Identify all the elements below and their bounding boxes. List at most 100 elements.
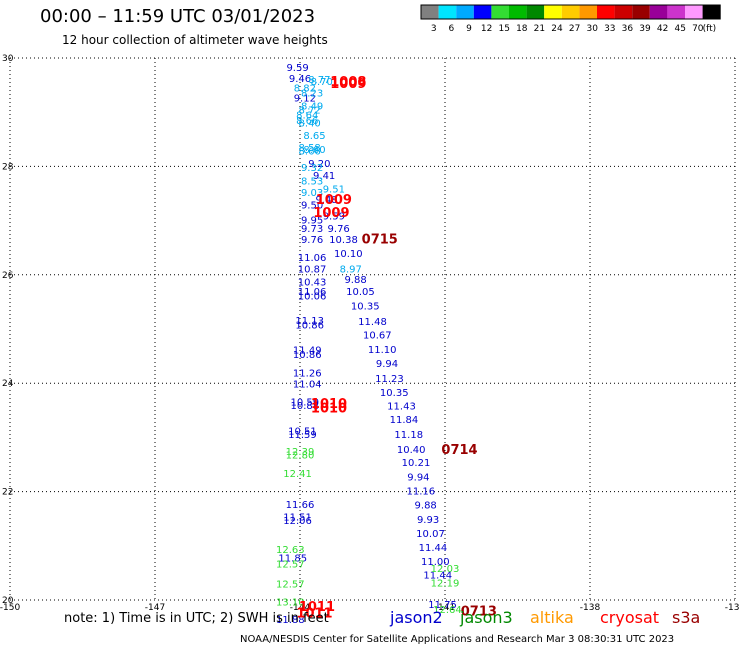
y-tick-label: 30 [2,54,14,64]
color-scale-label: 12 [481,24,492,34]
wave-height-label: 9.73 [301,224,323,235]
wave-height-label: 1008 [330,75,366,90]
wave-height-label: 10.21 [402,458,431,469]
wave-height-label: 8.97 [340,264,362,275]
wave-height-label: 10.51 [288,426,317,437]
color-scale-label: 45 [674,24,685,34]
wave-height-label: 8.64 [296,110,318,121]
wave-height-label: 10.38 [329,235,358,246]
color-swatch [702,5,721,19]
wave-height-label: 8.23 [301,89,323,100]
wave-height-label: 10.06 [298,291,327,302]
page-title: 00:00 – 11:59 UTC 03/01/2023 [40,6,316,27]
wave-height-label: 9.95 [301,216,323,227]
wave-height-label: 9.46 [289,74,311,85]
wave-height-label: 11.44 [419,543,448,554]
y-tick-label: 28 [2,162,14,172]
wave-height-label: 11.44 [423,571,452,582]
color-scale-label: 30 [586,24,598,34]
wave-height-label: 8.66 [299,147,321,158]
wave-height-label: 11.51 [283,513,312,524]
wave-height-label: 9.59 [323,212,345,223]
wave-height-label: 11.66 [286,500,315,511]
color-swatch [579,5,597,19]
wave-height-label: 11.88 [276,615,305,626]
wave-height-label: 8.72 [299,105,321,116]
color-swatch [509,5,527,19]
color-scale-label: 18 [516,24,528,34]
wave-height-label: 9.51 [323,185,345,196]
color-scale-label: 9 [466,24,472,34]
wave-height-label: 11.49 [293,346,322,357]
color-scale-label: 3 [431,24,437,34]
wave-height-label: 0715 [362,233,398,248]
wave-height-label: 11.00 [421,557,450,568]
color-swatch [667,5,685,19]
wave-height-label: 10.35 [351,302,380,313]
y-tick-label: 26 [2,271,14,281]
footer-credit: NOAA/NESDIS Center for Satellite Applica… [240,634,675,645]
color-swatch [597,5,615,19]
color-scale-label: (ft) [703,24,717,34]
wave-height-label: 12.64 [433,605,462,616]
wave-height-label: 9.76 [301,235,323,246]
color-scale-legend: 3 6 9 12 15 18 21 24 27 30 33 36 39 42 45 70 (ft) [420,4,721,34]
wave-height-label: 9.93 [417,515,439,526]
wave-height-label: 13.10 [276,598,305,609]
wave-height-label: 1009 [316,193,352,208]
wave-height-label: 11.48 [358,317,387,328]
color-swatch [526,5,545,19]
wave-height-label: 1011 [299,600,335,615]
wave-height-label: 12.57 [276,580,305,591]
wave-height-label: 9.59 [286,63,308,74]
wave-height-label: 1009 [313,206,349,221]
wave-height-label: 10.59 [291,398,320,409]
y-tick-label: 22 [2,488,13,498]
color-scale-label: 6 [449,24,455,34]
wave-height-label: 9.48 [315,195,337,206]
wave-height-label: 11.04 [293,380,322,391]
wave-height-label: 12.80 [286,451,315,462]
satellite-legend-s3a: s3a [672,608,701,627]
wave-height-label: 8.58 [299,143,321,154]
wave-height-label: 12.41 [283,469,312,480]
satellite-legend-jason3: jason3 [460,608,513,627]
color-scale-label: 39 [639,24,651,34]
satellite-legend-jason2: jason2 [390,608,443,627]
color-swatch [544,5,562,19]
wave-height-label: 10.86 [295,321,324,332]
x-tick-label: -138 [580,603,601,613]
wave-height-label: 1010 [311,402,347,417]
color-scale-label: 33 [604,24,615,34]
wave-height-label: 9.88 [344,275,366,286]
color-swatch [632,5,650,19]
color-scale-label: 42 [657,24,668,34]
x-tick-label: -150 [0,603,20,613]
wave-height-label: 10.35 [380,388,409,399]
y-tick-label: 20 [2,596,14,606]
x-tick-label: -141 [435,603,455,613]
wave-height-label: 11.16 [407,487,436,498]
wave-height-label: 12.57 [276,560,305,571]
wave-height-label: 0714 [441,443,477,458]
color-swatch [491,5,509,19]
color-swatch [561,5,580,19]
wave-height-label: 11.06 [298,287,327,298]
wave-height-label: 11.43 [387,401,416,412]
wave-height-label: 8.65 [303,131,325,142]
wave-height-label: 12.03 [431,564,460,575]
wave-height-label: 8.70 [311,77,333,88]
wave-height-label: 12.06 [283,516,312,527]
color-swatch [685,5,703,19]
wave-height-label: 11.13 [295,316,324,327]
wave-height-label: 9.88 [415,501,437,512]
color-scale-label: 70 [692,24,704,34]
x-tick-label: -144 [290,603,311,613]
wave-height-label: 1011 [296,607,332,622]
wave-height-label: 9.32 [301,163,323,174]
wave-height-label: 11.26 [293,368,322,379]
wave-height-label: 10.05 [346,287,375,298]
color-swatch [614,5,633,19]
